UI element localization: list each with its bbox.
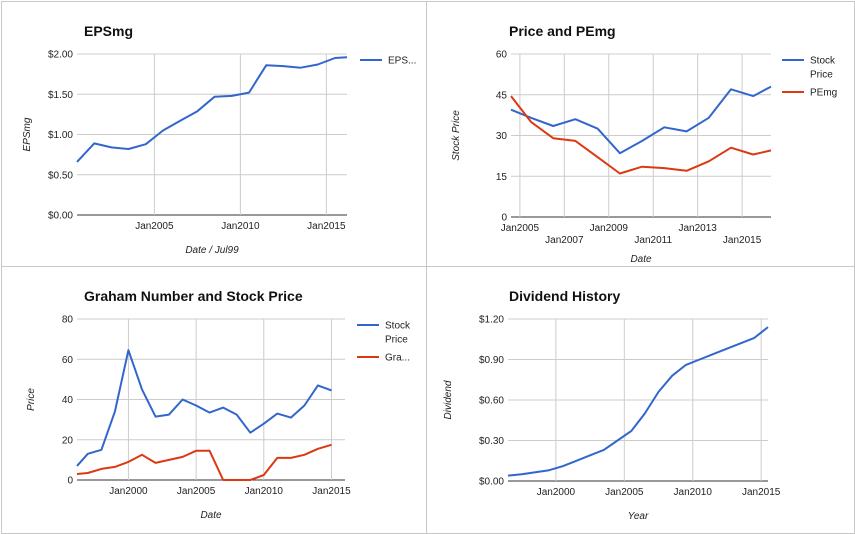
y-tick-label: $0.00 — [48, 211, 73, 222]
x-axis-label: Date — [200, 510, 222, 521]
x-tick-label: Jan2005 — [501, 223, 540, 234]
series-line-1 — [510, 95, 772, 175]
x-axis-label: Year — [628, 511, 649, 522]
x-tick-label: Jan2013 — [678, 223, 717, 234]
series-line-0 — [507, 326, 769, 477]
x-tick-label: Jan2011 — [634, 235, 672, 246]
chart-title: Price and PEmg — [509, 23, 616, 39]
y-tick-label: 80 — [62, 315, 74, 326]
x-axis-label: Date — [630, 254, 652, 265]
x-tick-label: Jan2005 — [135, 221, 174, 232]
x-tick-label: Jan2010 — [221, 221, 260, 232]
x-tick-label: Jan2010 — [245, 486, 284, 497]
y-tick-label: $0.60 — [479, 396, 504, 407]
dividend-chart-panel: Dividend History $0.00 $0.30 $0.60 $0.90 $1.2… — [426, 266, 855, 534]
legend-label-1: Gra... — [385, 353, 410, 364]
y-tick-label: 45 — [496, 90, 508, 101]
y-axis-label: EPSmg — [22, 117, 33, 151]
y-tick-label: 15 — [496, 172, 508, 183]
x-axis-label: Date / Jul99 — [185, 245, 239, 256]
x-tick-label: Jan2005 — [605, 487, 644, 498]
y-axis-label: Stock Price — [451, 110, 462, 161]
chart-title: Dividend History — [509, 288, 620, 304]
y-tick-label: $0.00 — [479, 477, 504, 488]
x-tick-label: Jan2015 — [312, 486, 351, 497]
y-axis-label: Price — [26, 388, 37, 411]
y-tick-label: 60 — [496, 50, 508, 61]
x-tick-label: Jan2009 — [590, 223, 629, 234]
y-tick-label: 0 — [501, 213, 507, 224]
y-tick-label: 20 — [62, 435, 74, 446]
eps-chart: EPSmg $0.00 $0.50 $1.00 $1.50 $2.00 Jan2005 Jan… — [22, 23, 416, 256]
y-tick-label: $1.00 — [48, 130, 73, 141]
x-tick-label: Jan2000 — [109, 486, 148, 497]
y-tick-label: $0.50 — [48, 170, 73, 181]
x-tick-label: Jan2010 — [674, 487, 713, 498]
graham-chart: Graham Number and Stock Price 0 20 40 60 80 Ja… — [26, 288, 411, 521]
x-tick-label: Jan2007 — [545, 235, 584, 246]
dividend-chart: Dividend History $0.00 $0.30 $0.60 $0.90 $1.2… — [443, 288, 781, 522]
legend-label-0: EPS... — [388, 56, 416, 67]
graham-chart-panel: Graham Number and Stock Price 0 20 40 60 80 Ja… — [1, 266, 427, 534]
y-tick-label: $0.30 — [479, 436, 504, 447]
y-tick-label: $0.90 — [479, 355, 504, 366]
y-tick-label: $1.50 — [48, 90, 73, 101]
y-tick-label: 30 — [496, 131, 508, 142]
x-tick-label: Jan2015 — [742, 487, 781, 498]
series-line-0 — [76, 56, 348, 163]
y-tick-label: $2.00 — [48, 50, 73, 61]
x-tick-label: Jan2015 — [723, 235, 762, 246]
y-tick-label: 40 — [62, 395, 74, 406]
eps-chart-panel: EPSmg $0.00 $0.50 $1.00 $1.50 $2.00 Jan2005 Jan… — [1, 1, 427, 267]
legend-label-1: PEmg — [810, 88, 837, 99]
price-pe-chart-panel: Price and PEmg 0 15 30 45 60 Jan2005 Jan2007 Jan… — [426, 1, 855, 267]
x-tick-label: Jan2005 — [177, 486, 216, 497]
y-tick-label: 60 — [62, 355, 74, 366]
series-line-0 — [510, 85, 772, 155]
chart-title: Graham Number and Stock Price — [84, 288, 303, 304]
y-axis-label: Dividend — [443, 380, 454, 419]
x-tick-label: Jan2000 — [537, 487, 576, 498]
x-tick-label: Jan2015 — [307, 221, 346, 232]
legend-label-0: Stock Price — [810, 56, 836, 81]
price-pe-chart: Price and PEmg 0 15 30 45 60 Jan2005 Jan2007 Jan… — [451, 23, 837, 265]
legend-label-0: Stock Price — [385, 321, 411, 346]
y-tick-label: $1.20 — [479, 315, 504, 326]
y-tick-label: 0 — [67, 476, 73, 487]
chart-title: EPSmg — [84, 23, 133, 39]
series-line-1 — [76, 443, 332, 481]
series-line-0 — [76, 349, 332, 467]
